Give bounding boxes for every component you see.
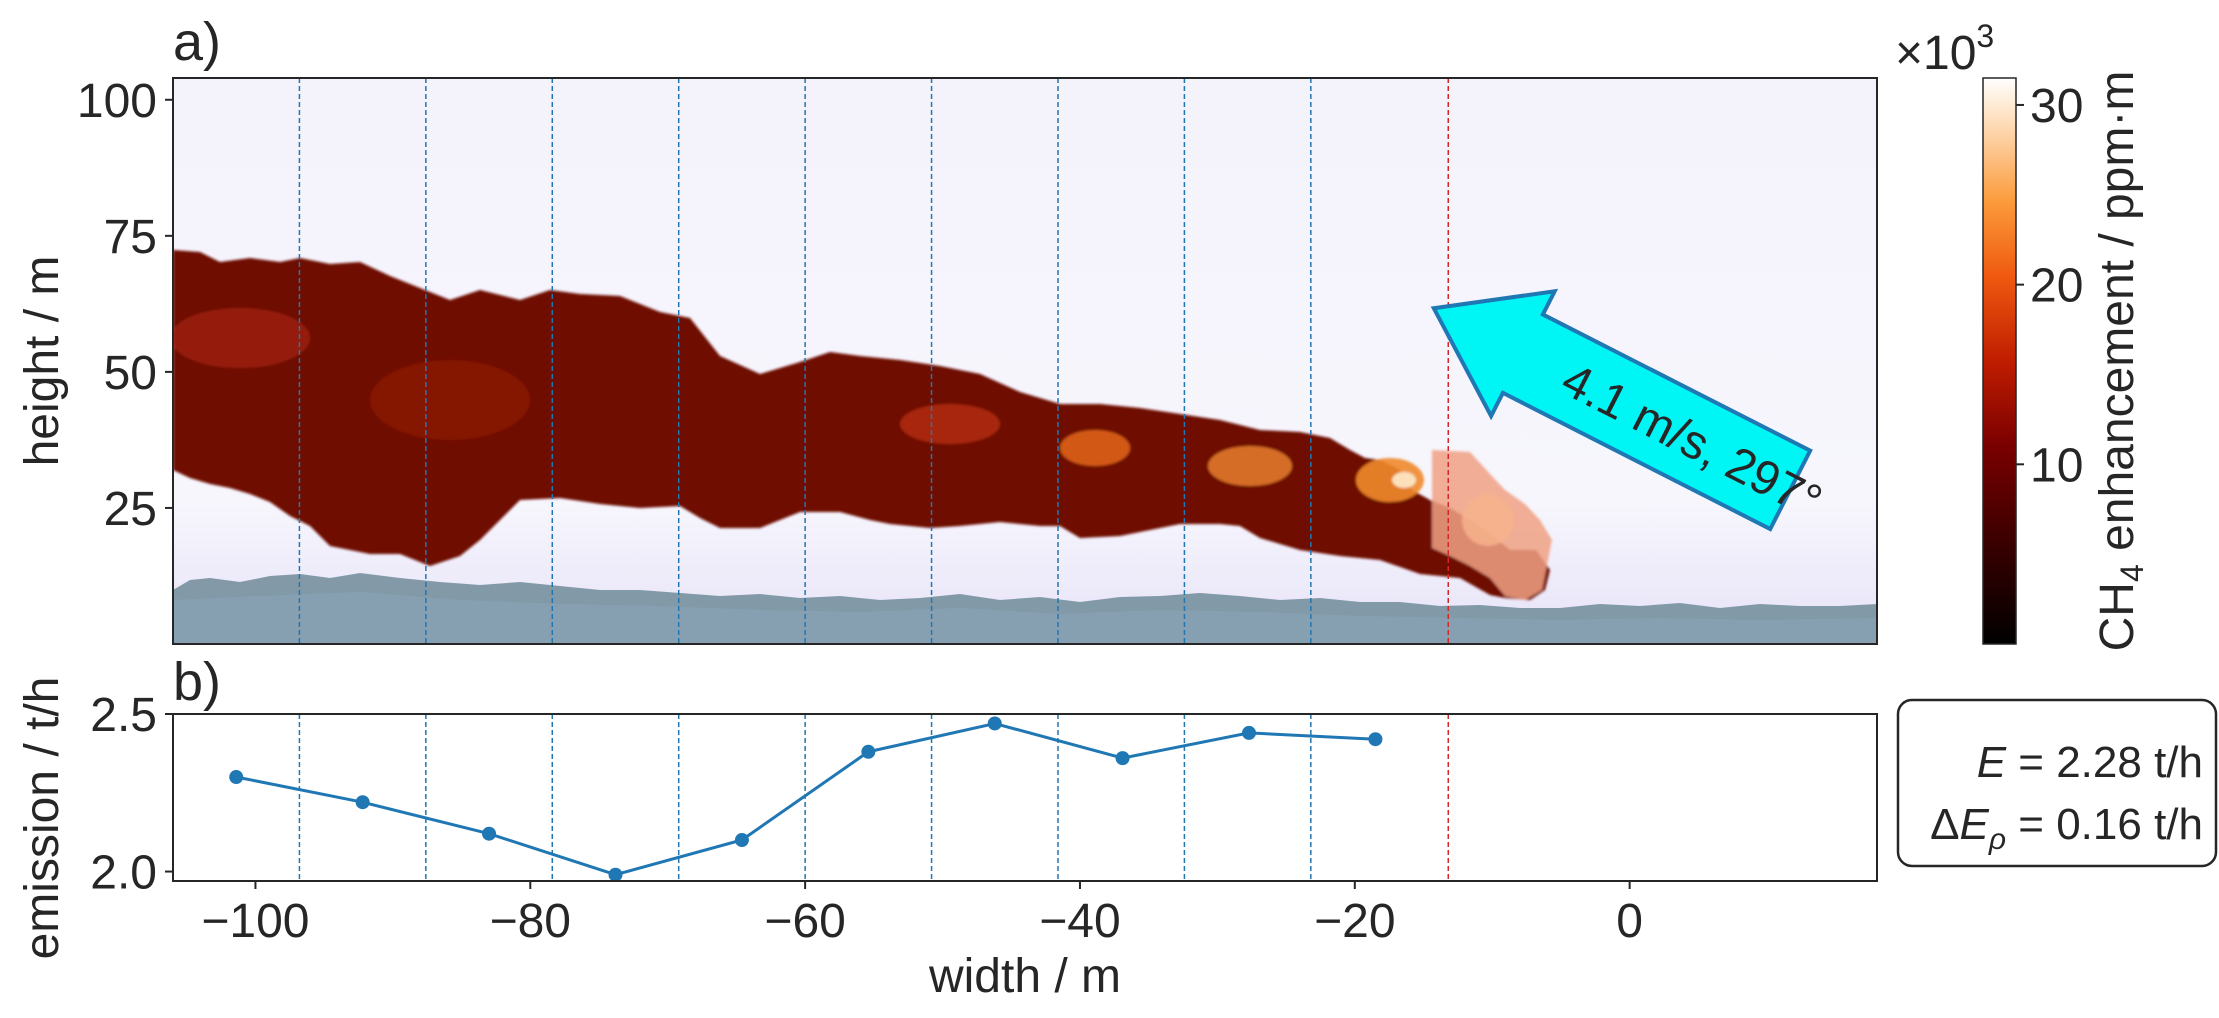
colorbar-tick-label: 30 (2030, 80, 2083, 133)
emission-point (355, 795, 370, 810)
plume-hotspot (1356, 458, 1424, 502)
emission-point (861, 744, 876, 759)
plume-body (173, 250, 1550, 600)
panel-a-label: a) (173, 12, 221, 72)
plume-hotspot (370, 360, 530, 440)
colorbar-tick-label: 20 (2030, 260, 2083, 313)
panel-b: b) 2.0 2.5 −100 −80 −60 −40 −20 0 width / m em… (16, 652, 1878, 1003)
summary-emission: E = 2.28 t/h (1977, 738, 2203, 787)
plume-hotspot (1208, 446, 1292, 486)
emission-point (1368, 732, 1383, 747)
y-tick-label-a: 75 (104, 211, 157, 264)
plume-hotspot (173, 308, 310, 368)
emission-point (229, 770, 244, 785)
y-tick-label-a: 25 (104, 483, 157, 536)
transect-lines-b (298, 714, 1450, 881)
summary-box-frame (1896, 698, 2218, 868)
emission-point (987, 716, 1002, 731)
emission-point (608, 867, 623, 882)
y-tick-label-a: 100 (77, 75, 157, 128)
x-axis-ticks-b: −100 −80 −60 −40 −20 0 (201, 881, 1643, 948)
x-axis-label: width / m (928, 950, 1121, 1003)
x-tick-label: −100 (201, 895, 309, 948)
x-tick-label: −20 (1314, 895, 1395, 948)
panel-b-label: b) (173, 652, 221, 712)
plume-hotspot (900, 404, 1000, 444)
plume-hotspot (1060, 430, 1130, 466)
summary-box: E = 2.28 t/h ΔEρ = 0.16 t/h (1896, 698, 2218, 868)
summary-uncertainty: ΔEρ = 0.16 t/h (1930, 800, 2203, 856)
emission-point (1241, 725, 1256, 740)
colorbar (1982, 77, 2017, 645)
plume-hotspot (1392, 472, 1416, 488)
panel-a-frame (172, 77, 1878, 645)
y-tick-label-a: 50 (104, 347, 157, 400)
y-axis-ticks-b: 2.0 2.5 (90, 689, 173, 900)
x-tick-label: 0 (1616, 895, 1643, 948)
emission-series-line (235, 721, 1376, 877)
emission-point (734, 833, 749, 848)
x-tick-label: −40 (1039, 895, 1120, 948)
emission-series-points (229, 716, 1383, 882)
emission-point (1115, 751, 1130, 766)
x-tick-label: −80 (490, 895, 571, 948)
y-tick-label-b: 2.0 (90, 847, 157, 900)
colorbar-ticks: 10 20 30 (2016, 80, 2083, 492)
colorbar-multiplier: ×103 (1895, 18, 1994, 80)
colorbar-label: CH4 enhancement / ppm·m (2091, 71, 2150, 652)
colorbar-tick-label: 10 (2030, 439, 2083, 492)
plume-tail-core (1462, 494, 1514, 546)
plume (173, 250, 1552, 600)
ground-strip-light (173, 592, 1877, 644)
y-tick-label-b: 2.5 (90, 689, 157, 742)
y-axis-ticks-a: 25 50 75 100 (77, 75, 173, 536)
y-axis-label-a: height / m (16, 256, 69, 467)
ground-strip (173, 573, 1877, 644)
panel-b-frame (172, 713, 1878, 882)
x-tick-label: −60 (764, 895, 845, 948)
wind-arrow-shape (1430, 288, 1813, 532)
y-axis-label-b: emission / t/h (16, 677, 69, 960)
emission-point (482, 826, 497, 841)
